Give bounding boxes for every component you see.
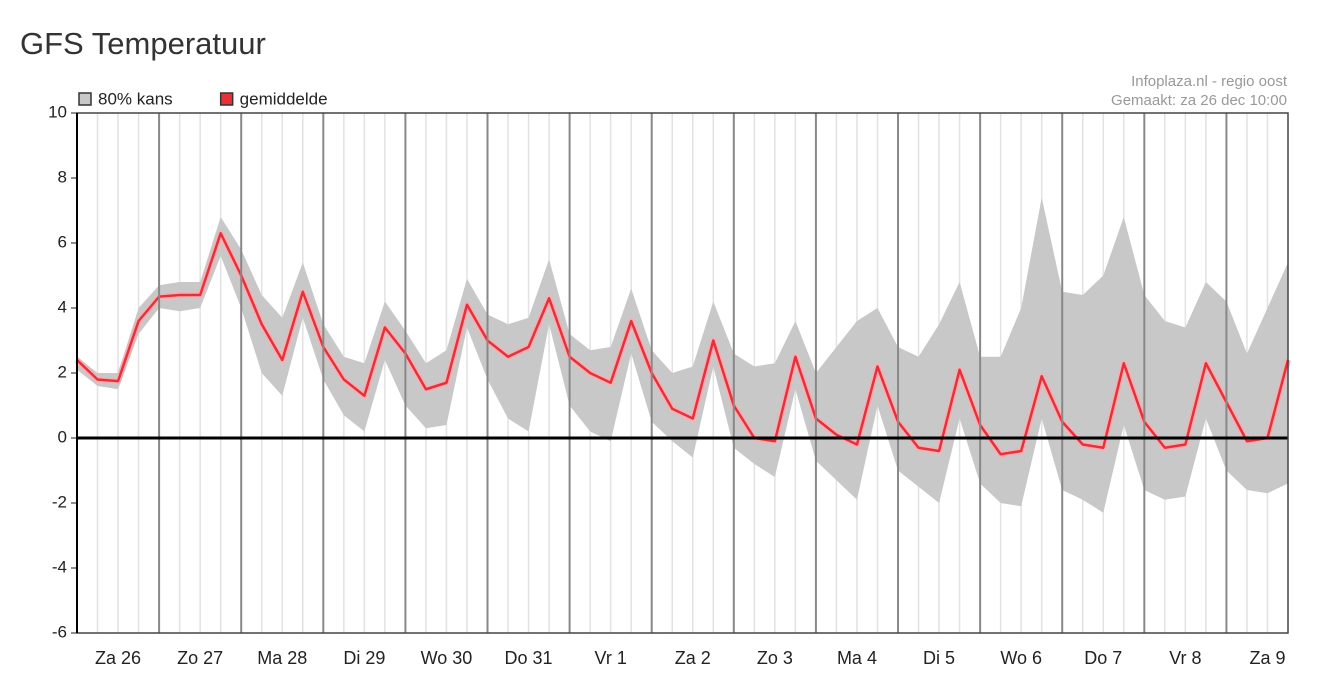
x-tick-label: Ma 4 [837, 648, 877, 668]
y-tick-label: 6 [58, 232, 67, 251]
x-tick-label: Vr 1 [594, 648, 626, 668]
x-tick-label: Wo 30 [421, 648, 473, 668]
y-tick-label: 2 [58, 362, 67, 381]
x-tick-label: Do 31 [505, 648, 553, 668]
legend-swatch [219, 92, 234, 106]
x-tick-label: Ma 28 [257, 648, 307, 668]
x-tick-label: Di 29 [343, 648, 385, 668]
legend-swatch [78, 92, 92, 106]
y-tick-label: -4 [52, 557, 67, 576]
x-tick-label: Za 2 [675, 648, 711, 668]
subtitle: Gemaakt: za 26 dec 10:00 [1111, 92, 1287, 109]
x-tick-label: Vr 8 [1169, 648, 1201, 668]
band-area [77, 197, 1288, 513]
y-tick-label: 4 [58, 297, 67, 316]
x-tick-label: Di 5 [923, 648, 955, 668]
x-tick-label: Za 9 [1249, 648, 1285, 668]
chart-title: GFS Temperatuur [20, 26, 266, 61]
y-tick-label: 8 [58, 167, 67, 186]
mean-line [76, 232, 1290, 456]
x-tick-label: Za 26 [95, 648, 141, 668]
y-tick-label: -2 [52, 492, 67, 511]
legend-label: gemiddelde [240, 89, 328, 108]
y-tick-label: 0 [58, 427, 67, 446]
y-tick-label: -6 [52, 622, 67, 641]
x-tick-label: Zo 3 [757, 648, 793, 668]
legend-label: 80% kans [98, 89, 173, 108]
x-tick-label: Zo 27 [177, 648, 223, 668]
x-tick-label: Wo 6 [1000, 648, 1042, 668]
x-tick-label: Do 7 [1084, 648, 1122, 668]
y-tick-label: 10 [48, 102, 67, 121]
source: Infoplaza.nl - regio oost [1131, 73, 1288, 90]
